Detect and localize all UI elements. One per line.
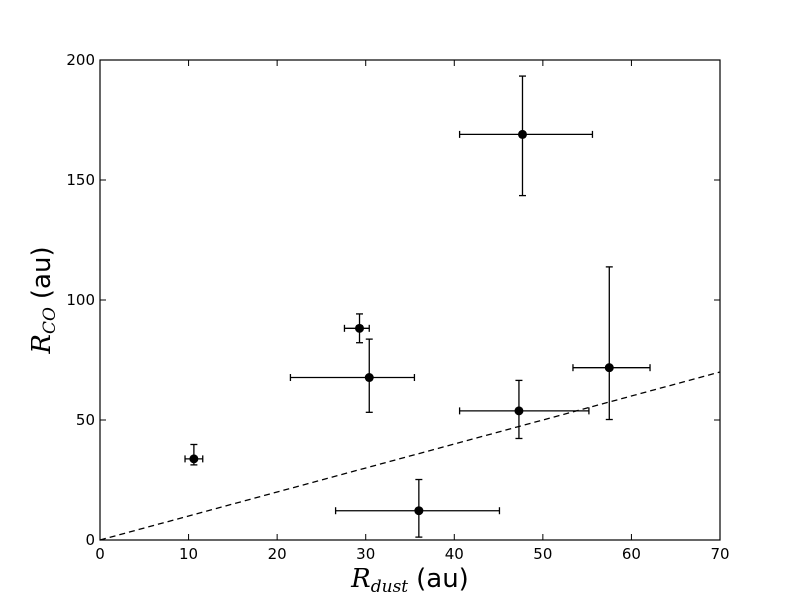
reference-line-layer [99, 371, 721, 541]
data-point [189, 454, 199, 464]
x-axis-symbol: R [350, 564, 371, 594]
data-point [514, 406, 524, 416]
y-axis-title: RCO (au) [27, 246, 60, 354]
x-tick-label: 0 [95, 545, 105, 563]
plot-area [100, 60, 720, 540]
x-tick-label: 10 [179, 545, 198, 563]
one-to-one-dashed-line [99, 371, 721, 541]
x-tick-label: 50 [533, 545, 552, 563]
points-layer [189, 129, 614, 516]
plot-frame [99, 59, 721, 541]
x-axis-unit: (au) [416, 564, 469, 594]
y-tick-label: 50 [76, 411, 95, 429]
x-tick-label: 20 [268, 545, 287, 563]
y-axis-unit: (au) [27, 246, 57, 299]
y-tick-label: 100 [66, 291, 95, 309]
x-tick-label: 60 [622, 545, 641, 563]
data-point [414, 506, 424, 516]
data-point [604, 363, 614, 373]
x-tick-label: 30 [356, 545, 375, 563]
x-axis-subscript: dust [371, 577, 409, 597]
y-tick-label: 0 [85, 531, 95, 549]
y-axis-subscript: CO [40, 307, 60, 334]
x-tick-label: 70 [710, 545, 729, 563]
data-point [355, 323, 365, 333]
x-tick-label: 40 [445, 545, 464, 563]
data-point-group [458, 379, 590, 440]
tick-layer: 0 10 20 30 40 50 60 70 0 50 100 150 200 [66, 51, 729, 563]
errorbar-layer [184, 75, 651, 538]
data-point [517, 129, 527, 139]
data-point [364, 373, 374, 383]
x-axis-title: Rdust (au) [350, 564, 469, 597]
y-tick-label: 200 [66, 51, 95, 69]
y-axis-symbol: R [27, 334, 57, 355]
y-tick-label: 150 [66, 171, 95, 189]
